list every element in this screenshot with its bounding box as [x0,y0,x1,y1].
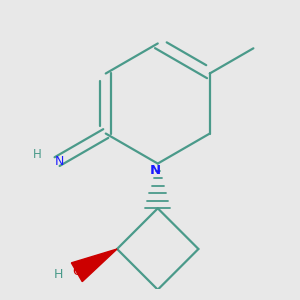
Text: H: H [53,268,63,281]
Polygon shape [71,249,117,282]
Text: O: O [73,265,82,278]
Text: H: H [33,148,41,161]
Text: N: N [54,155,64,168]
Text: N: N [150,164,161,177]
